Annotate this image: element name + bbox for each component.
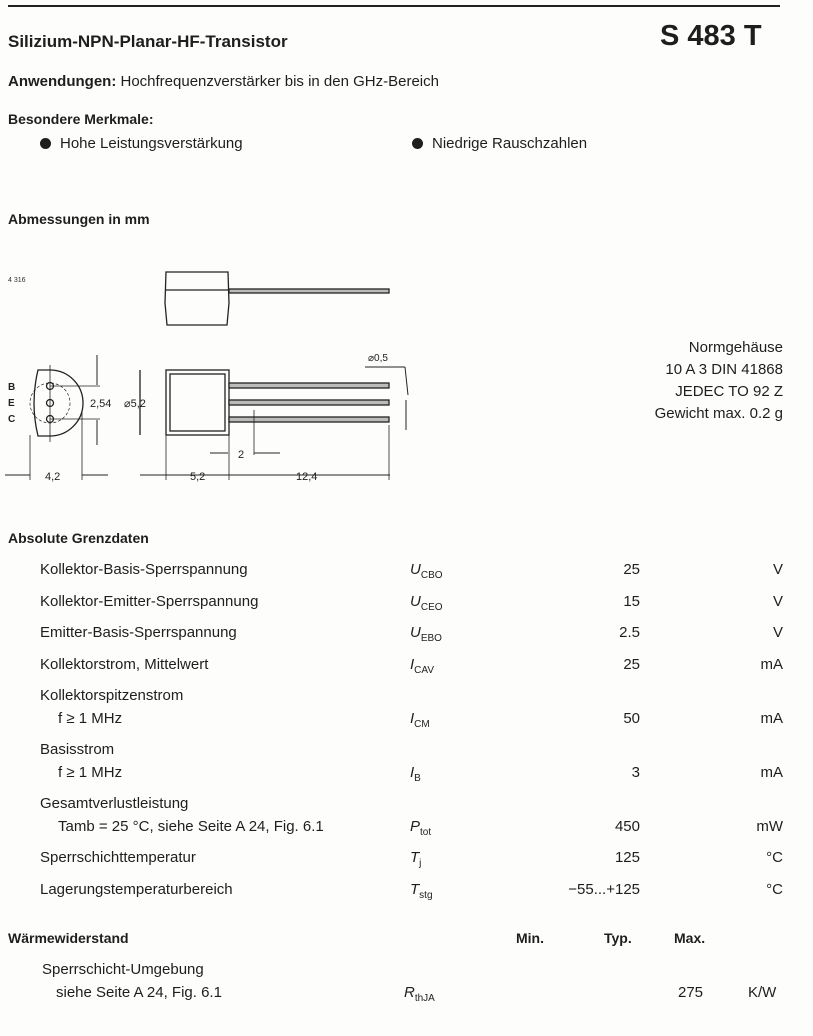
svg-text:2,54: 2,54 [90, 398, 111, 410]
rating-row-label: Basisstrom [40, 741, 115, 758]
feature-item: Hohe Leistungsverstärkung [40, 135, 243, 152]
rating-row: Kollektor-Basis-Sperrspannung UCBO 25 V [0, 561, 813, 583]
rating-label: Kollektorstrom, Mittelwert [40, 655, 209, 673]
rating-unit: V [772, 592, 783, 610]
rating-unit: °C [766, 849, 783, 866]
rating-value: 3 [631, 764, 640, 781]
rating-unit: mA [760, 710, 784, 727]
side-view-body [165, 369, 230, 436]
svg-text:B: B [8, 382, 15, 393]
rating-unit: mW [756, 818, 783, 835]
applications-label: Anwendungen: [8, 73, 117, 90]
lead-b [228, 382, 390, 389]
rating-value: 25 [623, 561, 640, 578]
thermal-max: 275 [678, 984, 704, 1001]
features-heading: Besondere Merkmale: [8, 111, 154, 127]
part-number: S 483 T [660, 20, 762, 52]
rating-symbol: UCBO [410, 561, 443, 581]
rating-symbol: ICM [410, 710, 430, 730]
svg-text:C: C [8, 414, 15, 425]
rating-symbol: Ptot [410, 818, 432, 838]
rating-value: 125 [614, 849, 640, 866]
dimensions-heading: Abmessungen in mm [8, 211, 150, 227]
bullet-icon [412, 138, 423, 149]
svg-text:5,2: 5,2 [190, 471, 205, 483]
svg-text:2: 2 [238, 449, 244, 461]
rating-row: Tamb = 25 °C, siehe Seite A 24, Fig. 6.1… [0, 818, 813, 840]
rating-value: 2.5 [619, 624, 640, 641]
rating-symbol: UEBO [410, 624, 442, 644]
drawing-id: 4 316 [8, 277, 26, 284]
rating-row-label: Kollektorspitzenstrom [40, 687, 184, 704]
bullet-icon [40, 138, 51, 149]
rating-symbol: UCEO [410, 592, 443, 613]
package-info: Normgehäuse 10 A 3 DIN 41868 JEDEC TO 92… [654, 339, 783, 422]
rating-symbol: Tstg [410, 880, 433, 901]
front-view-body [33, 369, 84, 437]
rating-value: −55...+125 [568, 880, 640, 898]
rating-label: Tamb = 25 °C, siehe Seite A 24, Fig. 6.1 [58, 818, 324, 835]
thermal-symbol: RthJA [404, 984, 435, 1004]
top-rule [8, 5, 780, 7]
rating-row-label: Gesamtverlustleistung [40, 795, 189, 812]
rating-value: 450 [614, 818, 640, 835]
rating-unit: mA [760, 655, 784, 673]
rating-unit: V [772, 561, 783, 578]
rating-unit: mA [760, 764, 784, 781]
rating-label: f ≥ 1 MHz [58, 764, 123, 781]
rating-row: Sperrschichttemperatur Tj 125 °C [0, 849, 813, 871]
rating-row: Kollektor-Emitter-Sperrspannung UCEO 15 V [0, 593, 813, 615]
column-min: Min. [516, 930, 544, 946]
thermal-row-sub: siehe Seite A 24, Fig. 6.1 [56, 984, 222, 1001]
svg-text:E: E [8, 398, 15, 409]
top-view-lead [228, 288, 390, 294]
svg-text:12,4: 12,4 [296, 471, 317, 483]
rating-value: 25 [623, 655, 640, 673]
applications-text: Hochfrequenzverstärker bis in den GHz-Be… [120, 73, 439, 90]
rating-label: Kollektor-Emitter-Sperrspannung [40, 592, 259, 610]
svg-text:⌀0,5: ⌀0,5 [368, 353, 388, 364]
thermal-heading: Wärmewiderstand [8, 930, 129, 946]
column-typ: Typ. [604, 930, 632, 946]
rating-symbol: ICAV [410, 655, 434, 676]
rating-value: 50 [623, 710, 640, 727]
lead-e [228, 399, 390, 406]
rating-label: f ≥ 1 MHz [58, 710, 123, 727]
rating-label: Kollektor-Basis-Sperrspannung [40, 561, 248, 578]
rating-row: Emitter-Basis-Sperrspannung UEBO 2.5 V [0, 624, 813, 646]
svg-text:⌀5,2: ⌀5,2 [124, 398, 146, 410]
rating-row: Kollektorstrom, Mittelwert ICAV 25 mA [0, 656, 813, 678]
pin-e [45, 398, 55, 408]
applications: Anwendungen: Hochfrequenzverstärker bis … [8, 73, 439, 90]
rating-unit: °C [766, 880, 783, 898]
thermal-unit: K/W [748, 984, 777, 1001]
rating-value: 15 [623, 592, 640, 610]
rating-label: Emitter-Basis-Sperrspannung [40, 624, 237, 641]
svg-text:4,2: 4,2 [45, 471, 60, 483]
rating-row: f ≥ 1 MHz IB 3 mA [0, 764, 813, 786]
column-max: Max. [674, 930, 706, 946]
thermal-row-label: Sperrschicht-Umgebung [42, 961, 204, 978]
absolute-ratings-heading: Absolute Grenzdaten [8, 530, 149, 546]
top-view-body [164, 271, 230, 326]
lead-c [228, 416, 390, 423]
rating-symbol: IB [410, 764, 421, 784]
rating-label: Lagerungstemperaturbereich [40, 880, 233, 898]
rating-unit: V [772, 624, 783, 641]
rating-row: f ≥ 1 MHz ICM 50 mA [0, 710, 813, 732]
rating-label: Sperrschichttemperatur [40, 849, 196, 866]
package-drawing: 4 316 ⌀5,2 ⌀0,5 2 5,2 12,4 B E C 2,54 4,… [5, 271, 409, 483]
rating-row: Lagerungstemperaturbereich Tstg −55...+125… [0, 881, 813, 903]
rating-symbol: Tj [410, 849, 422, 869]
feature-item: Niedrige Rauschzahlen [412, 135, 587, 152]
document-title: Silizium-NPN-Planar-HF-Transistor [8, 32, 288, 51]
